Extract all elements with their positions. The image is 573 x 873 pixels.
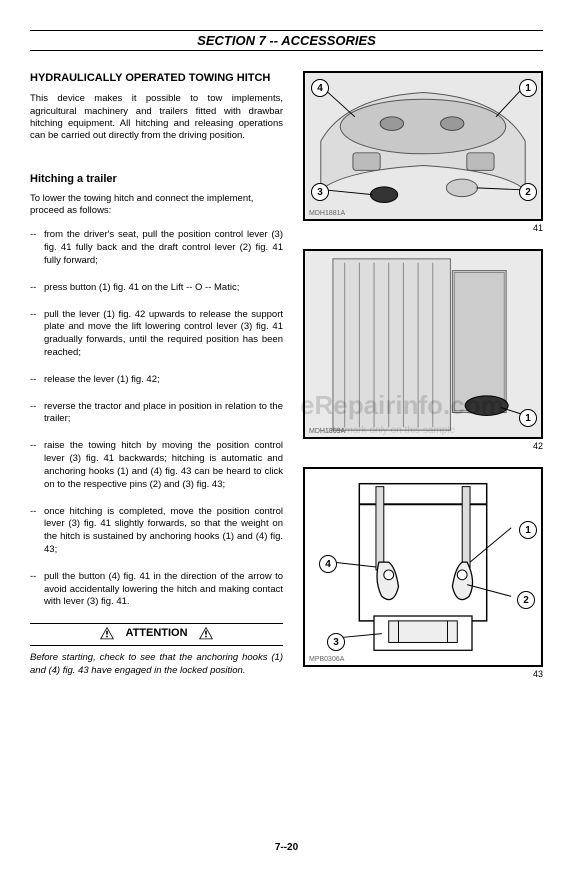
bullet-item: release the lever (1) fig. 42; <box>30 374 283 387</box>
attention-label: ATTENTION <box>125 627 187 639</box>
callout-3: 3 <box>311 183 329 201</box>
bullet-item: from the driver's seat, pull the positio… <box>30 229 283 267</box>
attention-box: ATTENTION <box>30 623 283 646</box>
attention-text: Before starting, check to see that the a… <box>30 652 283 677</box>
bullet-item: pull the button (4) fig. 41 in the direc… <box>30 571 283 609</box>
figure-code: MDH1869A <box>309 428 345 435</box>
bullet-item: pull the lever (1) fig. 42 upwards to re… <box>30 309 283 360</box>
bullet-list: from the driver's seat, pull the positio… <box>30 229 283 609</box>
figure-number: 42 <box>303 441 543 451</box>
warning-triangle-icon <box>198 626 214 640</box>
callout-4: 4 <box>311 79 329 97</box>
left-column: HYDRAULICALLY OPERATED TOWING HITCH This… <box>30 71 283 679</box>
sub-title: Hitching a trailer <box>30 173 283 185</box>
callout-4: 4 <box>319 555 337 573</box>
figure-43: MPB0306A 1 4 2 3 <box>303 467 543 667</box>
header-rule-top <box>30 30 543 31</box>
figure-41: MDH1881A 4 1 3 2 <box>303 71 543 221</box>
bullet-item: raise the towing hitch by moving the pos… <box>30 440 283 491</box>
bullet-item: once hitching is completed, move the pos… <box>30 506 283 557</box>
header-rule-bottom <box>30 50 543 51</box>
figure-42: MDH1869A 1 <box>303 249 543 439</box>
warning-triangle-icon <box>99 626 115 640</box>
main-title: HYDRAULICALLY OPERATED TOWING HITCH <box>30 71 283 85</box>
callout-1: 1 <box>519 521 537 539</box>
bullet-item: reverse the tractor and place in positio… <box>30 401 283 427</box>
page-number: 7--20 <box>0 842 573 853</box>
figure-41-illustration <box>305 73 541 219</box>
right-column: MDH1881A 4132 41 MDH1869A 1 42 <box>303 71 543 679</box>
figure-number: 43 <box>303 669 543 679</box>
section-title: SECTION 7 -- ACCESSORIES <box>30 33 543 48</box>
callout-1: 1 <box>519 409 537 427</box>
figure-42-illustration <box>305 251 541 437</box>
callout-2: 2 <box>517 591 535 609</box>
figure-code: MDH1881A <box>309 210 345 217</box>
figure-code: MPB0306A <box>309 656 344 663</box>
bullet-item: press button (1) fig. 41 on the Lift -- … <box>30 282 283 295</box>
callout-1: 1 <box>519 79 537 97</box>
callout-3: 3 <box>327 633 345 651</box>
figure-number: 41 <box>303 223 543 233</box>
instruction-lead: To lower the towing hitch and connect th… <box>30 193 283 218</box>
callout-2: 2 <box>519 183 537 201</box>
intro-paragraph: This device makes it possible to tow imp… <box>30 93 283 142</box>
